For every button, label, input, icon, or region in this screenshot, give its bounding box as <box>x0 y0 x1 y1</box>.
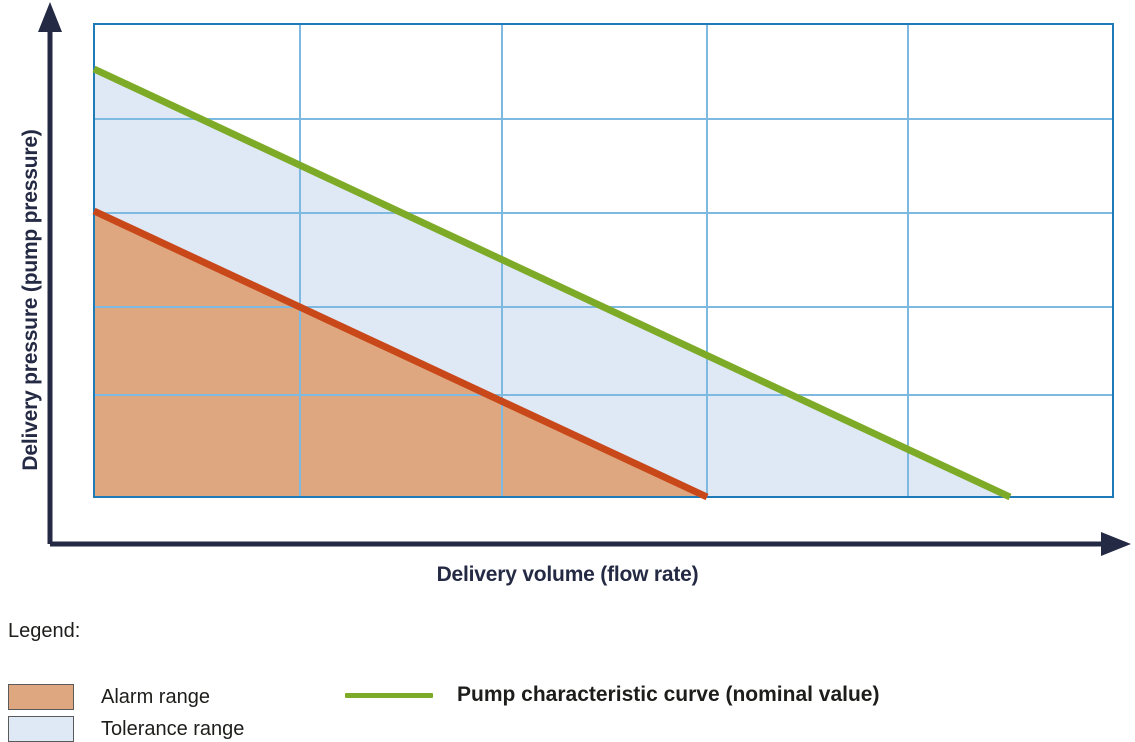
legend-swatch-tolerance-range <box>8 716 74 742</box>
y-axis-label: Delivery pressure (pump pressure) <box>19 129 42 471</box>
legend-swatch-alarm-range <box>8 684 74 710</box>
legend-label-pump-curve: Pump characteristic curve (nominal value… <box>457 683 880 706</box>
x-axis-label: Delivery volume (flow rate) <box>436 563 699 586</box>
x-axis-arrowhead <box>1101 532 1131 556</box>
legend-label-alarm-range: Alarm range <box>101 685 210 708</box>
legend-item-tolerance-range: Tolerance range <box>8 716 244 742</box>
y-axis-label-container: Delivery pressure (pump pressure) <box>19 40 49 560</box>
axis-lines <box>38 2 1131 556</box>
plot-border <box>92 22 1115 499</box>
pump-characteristic-curve-line <box>92 65 1012 501</box>
plot-gridlines <box>94 24 1113 497</box>
legend-item-alarm-range: Alarm range <box>8 684 210 710</box>
legend-line-pump-curve <box>345 692 433 698</box>
alarm-range-boundary-line <box>92 207 709 501</box>
legend-title: Legend: <box>8 620 81 642</box>
legend-label-tolerance-range: Tolerance range <box>101 717 245 740</box>
legend-item-pump-curve: Pump characteristic curve (nominal value… <box>345 683 879 707</box>
y-axis-arrowhead <box>38 2 62 32</box>
